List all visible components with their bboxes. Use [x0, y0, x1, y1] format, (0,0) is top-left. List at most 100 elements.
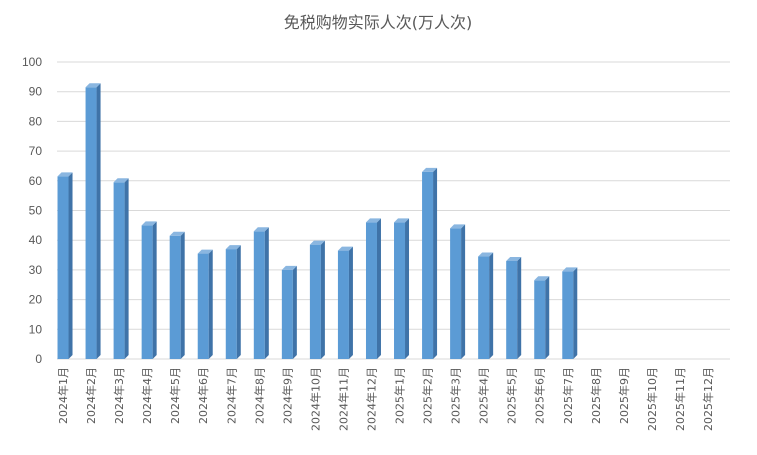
bar-side — [292, 265, 297, 359]
bar-top — [422, 167, 438, 172]
bar — [422, 167, 438, 359]
x-tick-label: 2025年9月 — [617, 367, 631, 424]
bar — [85, 83, 101, 360]
bar-side — [433, 167, 438, 359]
y-tick-label: 80 — [29, 114, 43, 128]
x-tick-label: 2024年10月 — [308, 367, 322, 431]
bar-front — [85, 87, 97, 360]
y-tick-label: 70 — [29, 144, 43, 158]
bar-front — [169, 235, 181, 359]
bar-side — [208, 249, 213, 359]
bar — [394, 218, 410, 359]
bar-top — [197, 249, 213, 254]
x-tick-label: 2025年2月 — [421, 367, 435, 424]
bar-top — [281, 265, 297, 270]
bar-side — [152, 221, 157, 359]
bar-side — [68, 172, 73, 359]
bar-front — [225, 249, 237, 359]
bar — [169, 231, 185, 359]
bar-side — [96, 83, 101, 360]
x-tick-label: 2024年11月 — [336, 367, 350, 431]
x-tick-label: 2025年8月 — [589, 367, 603, 424]
x-tick-label: 2024年8月 — [252, 367, 266, 424]
bar-top — [169, 231, 185, 236]
bar — [309, 240, 325, 359]
bar-front — [394, 222, 406, 359]
bar-side — [517, 256, 522, 359]
bar-side — [376, 218, 381, 359]
chart-title: 免税购物实际人次(万人次) — [284, 13, 473, 32]
y-axis: 0 10 20 30 40 50 60 70 80 90 100 — [22, 55, 42, 366]
y-tick-label: 0 — [35, 352, 42, 366]
x-tick-label: 2024年7月 — [224, 367, 238, 424]
bar-top — [534, 276, 550, 281]
bar-front — [562, 271, 574, 359]
x-tick-label: 2024年9月 — [280, 367, 294, 424]
x-tick-label: 2025年11月 — [673, 367, 687, 431]
x-tick-label: 2025年5月 — [505, 367, 519, 424]
y-tick-label: 100 — [22, 55, 42, 69]
x-tick-label: 2024年6月 — [196, 367, 210, 424]
gridlines — [57, 61, 730, 360]
bar — [478, 252, 494, 359]
x-tick-label: 2025年10月 — [645, 367, 659, 431]
bar — [253, 227, 269, 359]
x-tick-label: 2025年3月 — [449, 367, 463, 424]
y-tick-label: 10 — [29, 322, 43, 336]
y-tick-label: 30 — [29, 263, 43, 277]
bar-front — [197, 253, 209, 359]
bar — [113, 178, 129, 359]
bar-top — [113, 178, 129, 183]
y-tick-label: 40 — [29, 233, 43, 247]
y-tick-label: 20 — [29, 293, 43, 307]
bar-side — [573, 267, 578, 359]
bar-top — [394, 218, 410, 223]
bar-side — [461, 224, 466, 359]
x-tick-label: 2025年4月 — [477, 367, 491, 424]
bar-top — [365, 218, 381, 223]
x-tick-label: 2024年1月 — [56, 367, 70, 424]
x-tick-label: 2024年12月 — [364, 367, 378, 431]
bar-side — [489, 252, 494, 359]
bar — [225, 245, 241, 359]
bar-top — [337, 246, 353, 251]
bar-front — [281, 269, 293, 359]
bar-top — [478, 252, 494, 257]
bar — [197, 249, 213, 359]
bar-front — [365, 222, 377, 359]
bar-top — [450, 224, 466, 229]
bar — [562, 267, 578, 359]
bar-top — [141, 221, 157, 226]
y-tick-label: 60 — [29, 174, 43, 188]
bar-top — [562, 267, 578, 272]
bar-side — [405, 218, 410, 359]
bar-side — [348, 246, 353, 359]
bar-side — [180, 231, 185, 359]
bar-front — [113, 182, 125, 359]
bar-side — [545, 276, 550, 359]
x-tick-label: 2025年6月 — [533, 367, 547, 424]
bar — [337, 246, 353, 359]
bar-side — [124, 178, 129, 359]
bar — [365, 218, 381, 359]
bar — [141, 221, 157, 359]
bar-front — [422, 171, 434, 359]
x-tick-label: 2025年12月 — [701, 367, 715, 431]
bar-front — [506, 260, 518, 359]
bar-front — [57, 176, 69, 359]
x-tick-label: 2024年5月 — [168, 367, 182, 424]
bar-front — [534, 280, 546, 359]
bar-top — [225, 245, 241, 250]
bars — [57, 83, 578, 360]
bar — [281, 265, 297, 359]
x-tick-label: 2025年7月 — [561, 367, 575, 424]
bar-front — [253, 231, 265, 359]
bar-side — [264, 227, 269, 359]
bar-front — [309, 244, 321, 359]
x-tick-label: 2024年2月 — [84, 367, 98, 424]
y-tick-label: 50 — [29, 204, 43, 218]
bar-front — [478, 256, 490, 359]
bar — [57, 172, 73, 359]
